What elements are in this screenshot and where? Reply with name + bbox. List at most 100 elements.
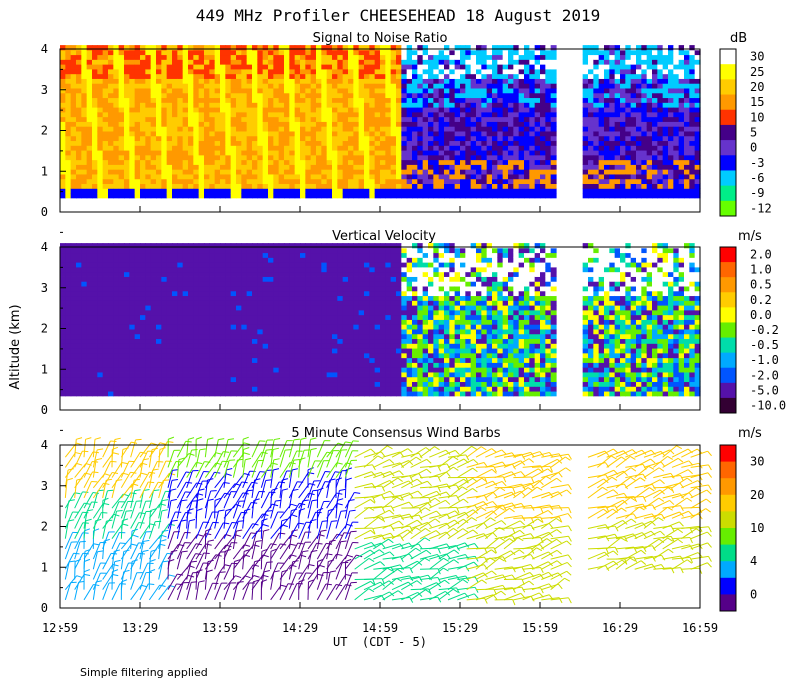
snr-cell (284, 121, 290, 127)
velocity-cell (70, 333, 77, 340)
snr-cell (337, 107, 344, 113)
snr-cell (438, 102, 445, 108)
snr-cell (252, 135, 258, 142)
snr-cell (550, 97, 557, 103)
snr-cell (508, 92, 514, 99)
snr-cell (230, 102, 237, 108)
snr-cell (593, 68, 600, 75)
snr-cell (598, 188, 605, 194)
snr-cell (417, 150, 424, 156)
snr-cell (465, 73, 472, 79)
snr-cell (460, 49, 466, 56)
velocity-cell (81, 367, 88, 373)
snr-cell (657, 45, 664, 51)
snr-cell (529, 135, 536, 142)
snr-cell (268, 107, 274, 113)
velocity-cell (134, 367, 141, 373)
snr-cell (454, 183, 461, 189)
snr-cell (294, 102, 301, 108)
snr-cell (337, 92, 344, 99)
snr-cell (102, 83, 109, 89)
snr-cell (694, 150, 701, 156)
velocity-cell (262, 352, 269, 359)
snr-cell (428, 88, 434, 94)
velocity-cell (81, 271, 88, 277)
snr-cell (332, 102, 338, 108)
snr-cell (129, 183, 136, 189)
snr-cell (124, 64, 130, 70)
velocity-cell (166, 352, 173, 359)
velocity-cell (134, 295, 141, 301)
snr-cell (454, 102, 461, 108)
snr-cell (422, 59, 429, 65)
velocity-cell (161, 262, 168, 268)
snr-cell (289, 88, 296, 94)
snr-cell (278, 88, 285, 94)
snr-cell (444, 131, 450, 137)
velocity-cell (188, 386, 194, 392)
velocity-cell (172, 391, 178, 397)
snr-cell (150, 49, 157, 56)
snr-cell (412, 174, 418, 180)
snr-cell (230, 135, 237, 142)
snr-cell (438, 159, 445, 165)
velocity-cell (236, 305, 242, 311)
velocity-cell (156, 262, 162, 268)
velocity-cell (102, 324, 109, 330)
snr-cell (97, 131, 104, 137)
velocity-cell (182, 343, 189, 349)
velocity-cell (182, 271, 189, 277)
snr-cell (236, 54, 242, 60)
velocity-cell (198, 271, 205, 277)
snr-cell (684, 145, 690, 151)
snr-cell (161, 140, 168, 146)
snr-cell (380, 131, 386, 137)
snr-cell (518, 59, 525, 65)
snr-cell (620, 88, 626, 94)
snr-cell (337, 88, 344, 94)
snr-cell (166, 116, 173, 122)
snr-cell (454, 83, 461, 89)
velocity-cell (129, 314, 136, 320)
snr-cell (620, 92, 626, 99)
velocity-cell (76, 305, 82, 311)
snr-cell (204, 126, 210, 132)
snr-cell (161, 88, 168, 94)
snr-cell (76, 150, 82, 156)
snr-cell (614, 97, 621, 103)
snr-cell (92, 116, 98, 122)
snr-cell (449, 121, 456, 127)
velocity-cell (60, 348, 66, 354)
snr-cell (593, 102, 600, 108)
snr-cell (289, 49, 296, 56)
velocity-cell (134, 319, 141, 325)
velocity-cell (236, 333, 242, 340)
velocity-cell (140, 329, 146, 335)
snr-cell (652, 111, 658, 118)
snr-cell (604, 78, 610, 84)
snr-cell (300, 83, 306, 89)
snr-cell (284, 78, 290, 84)
velocity-cell (134, 286, 141, 292)
snr-cell (289, 135, 296, 142)
snr-cell (449, 150, 456, 156)
velocity-cell (188, 362, 194, 368)
velocity-cell (177, 343, 184, 349)
snr-cell (81, 154, 88, 161)
velocity-cell (225, 319, 232, 325)
snr-cell (300, 164, 306, 170)
snr-cell (444, 135, 450, 142)
snr-cell (177, 64, 184, 70)
snr-cell (97, 140, 104, 146)
snr-cell (364, 73, 370, 79)
snr-cell (305, 140, 312, 146)
velocity-cell (230, 314, 237, 320)
velocity-cell (193, 314, 200, 320)
snr-cell (70, 178, 77, 185)
snr-cell (438, 121, 445, 127)
snr-cell (412, 59, 418, 65)
snr-cell (225, 92, 232, 99)
colorbar-tick-label: 25 (750, 65, 764, 79)
snr-cell (182, 64, 189, 70)
velocity-cell (220, 352, 226, 359)
